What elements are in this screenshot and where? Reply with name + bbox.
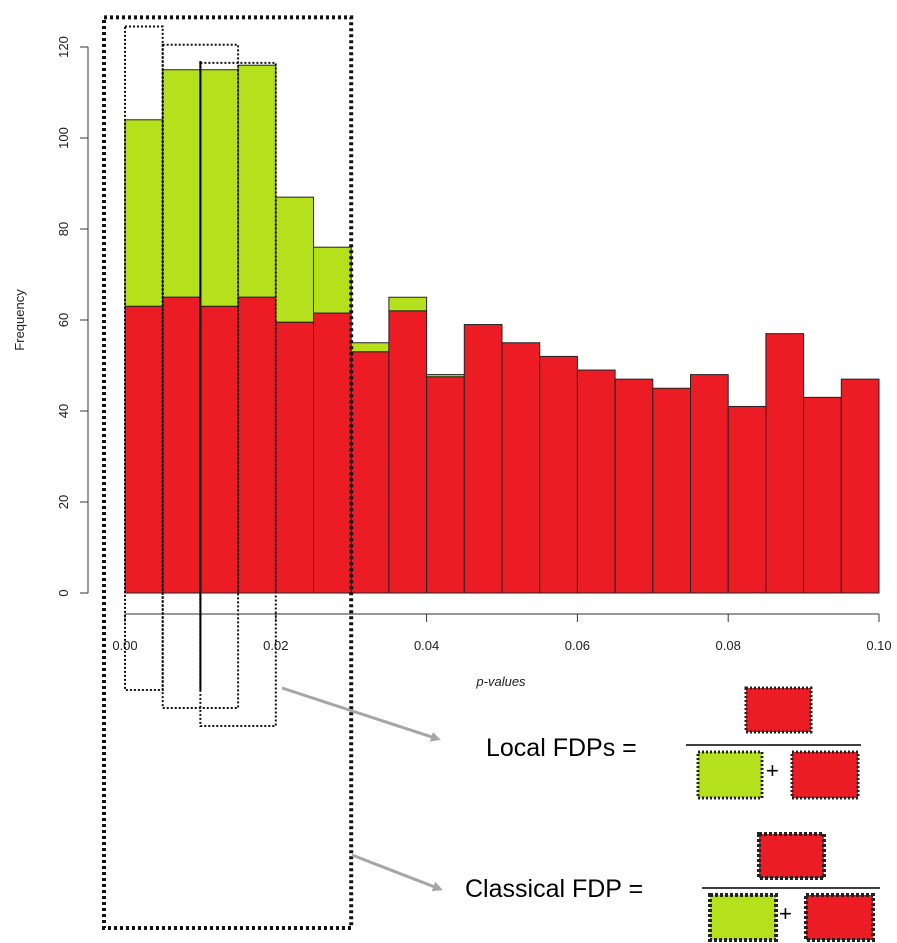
window-1 (161, 43, 240, 710)
bar-red-0 (124, 305, 164, 594)
bar-green-7 (388, 296, 428, 312)
classical-denominator-red-box (804, 893, 875, 942)
y-tick-label-5: 100 (56, 127, 71, 149)
bar-red-2 (199, 305, 239, 594)
dotted-windows (102, 15, 354, 931)
bar-red-18 (803, 396, 842, 594)
bar-red-17 (765, 333, 805, 594)
bar-red-5 (313, 312, 352, 594)
bar-red-19 (840, 378, 880, 594)
x-tick-label-0: 0.00 (112, 638, 137, 653)
x-tick-label-2: 0.04 (414, 638, 439, 653)
bar-red-1 (162, 296, 201, 594)
local-arrow (281, 686, 441, 742)
bar-red-6 (350, 351, 390, 594)
classical-fdp-formula: Classical FDP = + (465, 832, 880, 942)
bar-red-15 (690, 374, 729, 594)
y-tick-label-3: 60 (56, 313, 71, 327)
local-fdp-formula: Local FDPs = + (486, 686, 861, 800)
bar-red-4 (275, 321, 314, 594)
bar-red-9 (463, 324, 503, 594)
classical-arrow (351, 853, 443, 892)
bar-green-1 (162, 69, 201, 298)
y-tick-label-2: 40 (56, 404, 71, 418)
bar-green-2 (199, 69, 239, 307)
y-tick-label-6: 120 (56, 36, 71, 58)
y-axis-label: Frequency (12, 289, 27, 351)
y-tick-label-4: 80 (56, 222, 71, 236)
classical-denominator-green-box (708, 893, 778, 942)
classical-plus-sign: + (779, 901, 792, 926)
x-tick-label-4: 0.08 (716, 638, 741, 653)
local-numerator-red-box (744, 686, 813, 734)
bar-red-8 (426, 376, 465, 594)
local-denominator-green-box (696, 750, 764, 800)
window-0 (124, 25, 164, 691)
bar-green-5 (313, 246, 352, 314)
x-tick-label-3: 0.06 (565, 638, 590, 653)
x-tick-label-5: 0.10 (866, 638, 891, 653)
classical-fdp-label: Classical FDP = (465, 875, 643, 903)
x-axis-label: p-values (475, 674, 526, 689)
bar-green-4 (275, 196, 314, 323)
bar-green-3 (237, 64, 277, 298)
bar-red-10 (501, 342, 541, 594)
bar-green-0 (124, 119, 164, 307)
bar-red-11 (539, 355, 578, 594)
y-tick-label-1: 20 (56, 495, 71, 509)
bar-red-7 (388, 310, 428, 594)
bar-red-12 (576, 369, 616, 594)
y-tick-label-0: 0 (56, 589, 71, 596)
window-3 (102, 15, 354, 931)
bar-red-14 (652, 387, 691, 594)
classical-numerator-red-box (757, 832, 826, 880)
local-plus-sign: + (766, 758, 779, 783)
bar-green-6 (350, 342, 390, 353)
local-denominator-red-box (790, 750, 860, 800)
bar-red-3 (237, 296, 277, 594)
histogram-bars (124, 64, 880, 594)
bar-red-16 (727, 405, 767, 594)
bar-red-13 (614, 378, 654, 594)
local-fdp-label: Local FDPs = (486, 734, 637, 762)
